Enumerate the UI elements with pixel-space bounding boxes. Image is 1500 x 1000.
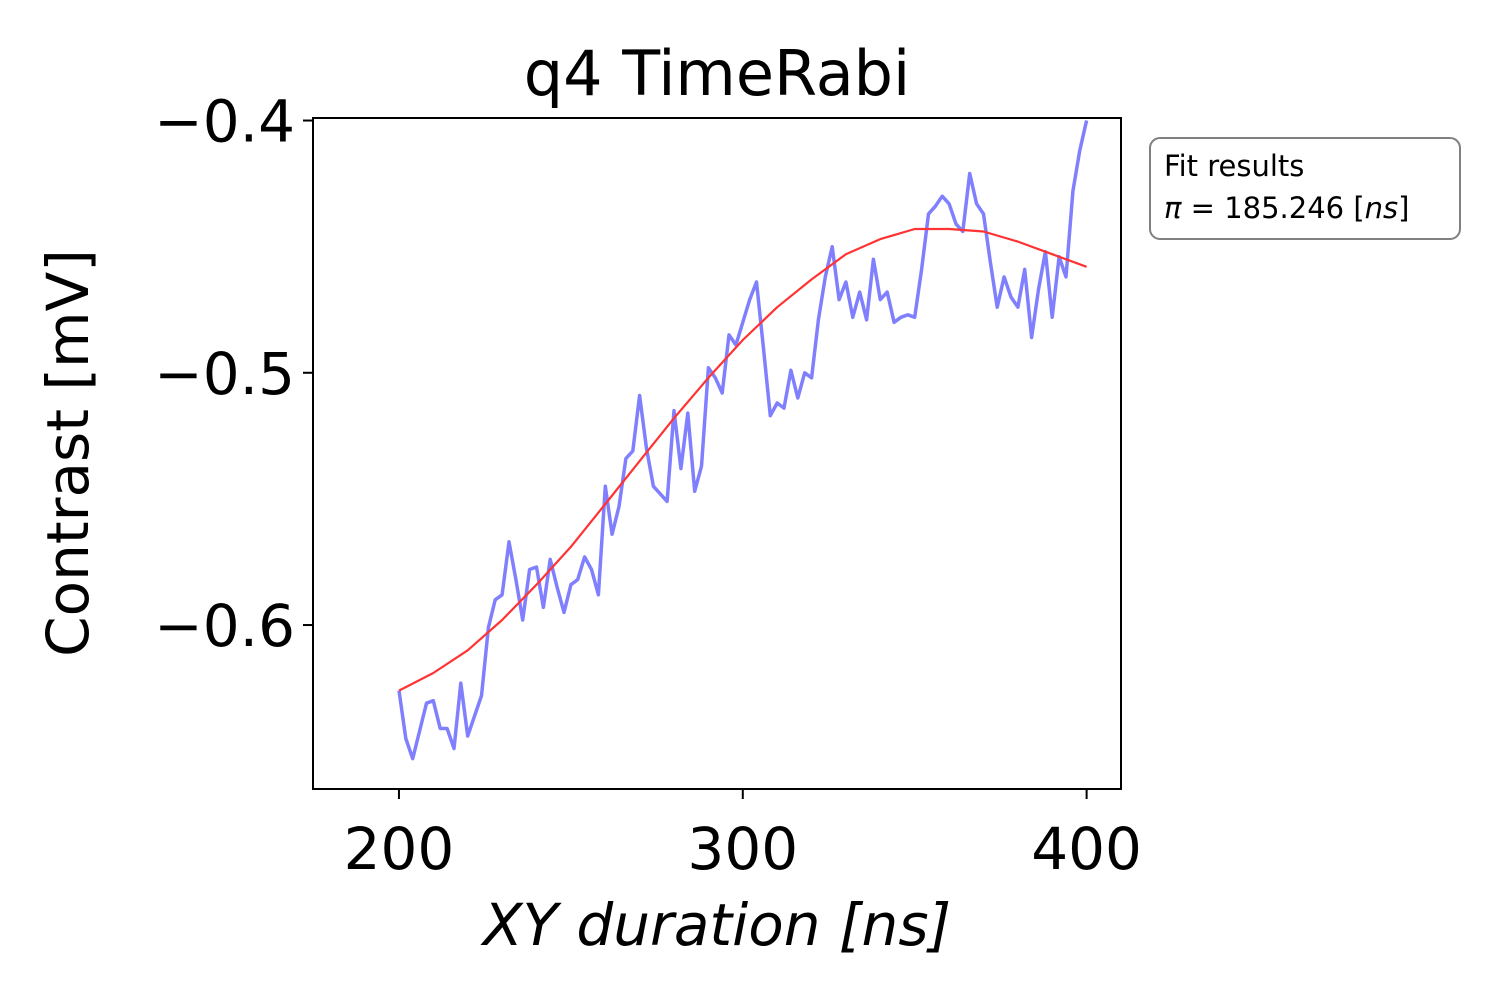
chart-title: q4 TimeRabi [524,37,911,110]
y-tick-label: −0.6 [154,592,295,660]
x-tick-label: 200 [344,815,455,883]
legend-entry-value: = 185.246 [ [1181,191,1364,225]
legend-frame [1149,137,1461,240]
plot-series [397,120,1089,761]
legend-entry-close: ] [1398,191,1409,225]
plot-frame [312,117,1122,790]
x-axis-ticks: 200 300 400 [344,789,1142,883]
y-axis-ticks: −0.4 −0.5 −0.6 [154,88,313,660]
x-tick-label: 400 [1031,815,1142,883]
legend-entry: π = 185.246 [ns] [1164,191,1410,225]
y-tick-label: −0.5 [154,340,295,408]
legend-entry-symbol: π [1164,191,1182,225]
legend-entry-unit: ns [1365,191,1399,225]
legend-box: Fit results π = 185.246 [ns] [1149,137,1461,240]
measured-data-line [397,120,1089,761]
x-tick-label: 300 [687,815,798,883]
fit-curve-line [398,227,1087,692]
y-tick-label: −0.4 [154,88,295,156]
y-axis-label: Contrast [mV] [34,249,102,657]
x-axis-label: XY duration [ns] [480,891,951,959]
legend-title: Fit results [1164,149,1304,183]
